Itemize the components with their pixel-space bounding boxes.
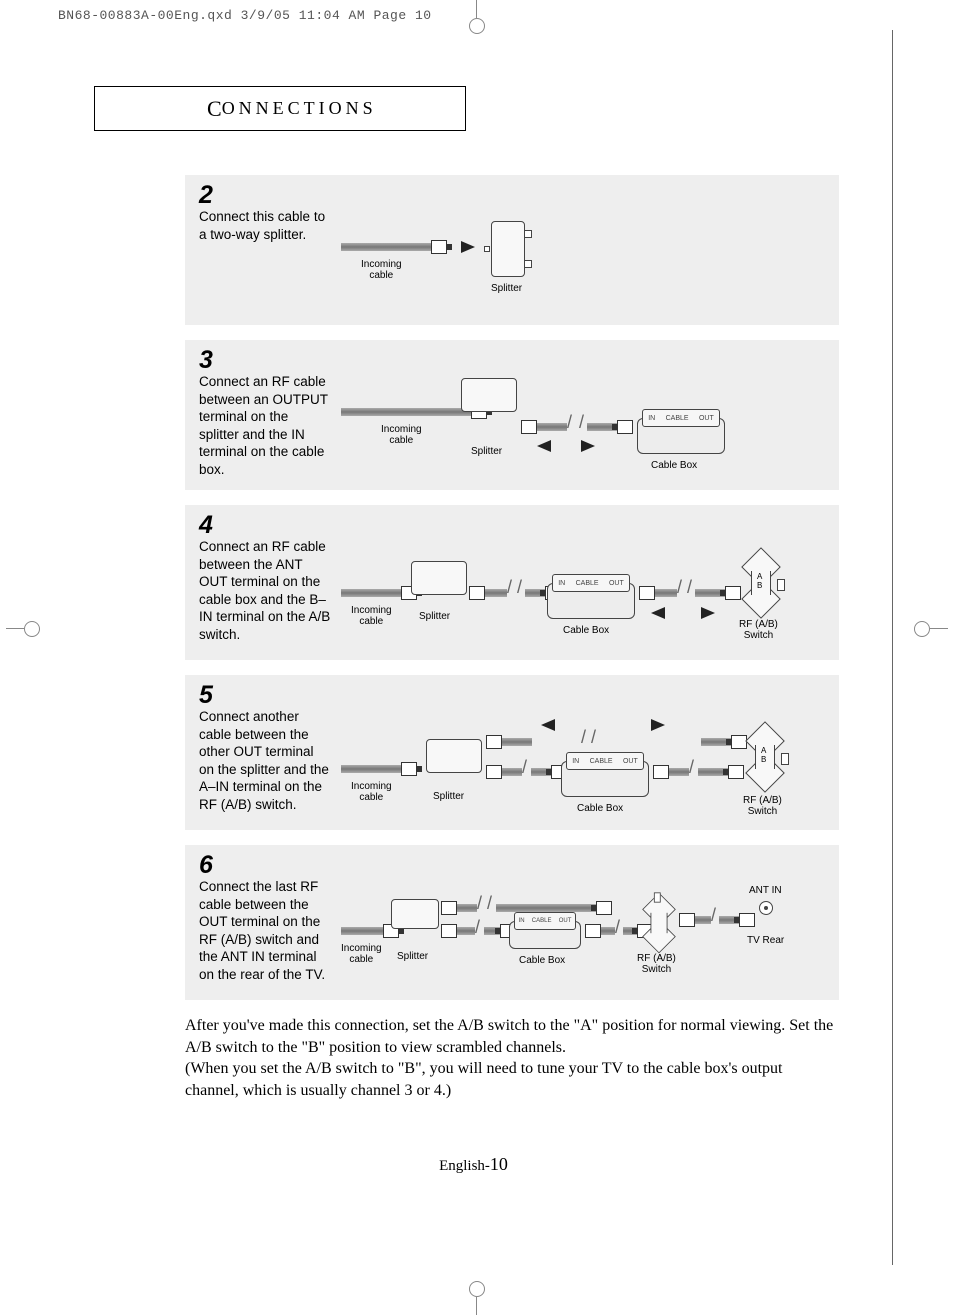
crop-mark-icon: [6, 614, 38, 644]
step-body: Connect an RF cable between the ANT OUT …: [199, 538, 331, 643]
diagram-step-5: Incoming cable Splitter / / /: [341, 683, 825, 816]
step-number: 4: [199, 513, 331, 538]
step-body: Connect an RF cable between an OUTPUT te…: [199, 373, 331, 478]
step-3: 3 Connect an RF cable between an OUTPUT …: [185, 340, 839, 490]
content-area: 2 Connect this cable to a two-way splitt…: [185, 175, 839, 1101]
crop-mark-icon: [916, 614, 948, 644]
step-2: 2 Connect this cable to a two-way splitt…: [185, 175, 839, 325]
step-6: 6 Connect the last RF cable between the …: [185, 845, 839, 1000]
antenna-jack-icon: [759, 901, 773, 915]
section-title-cap: C: [207, 96, 222, 122]
section-title-rest: ONNECTIONS: [222, 98, 377, 119]
step-body: Connect the last RF cable between the OU…: [199, 878, 331, 983]
step-number: 3: [199, 348, 331, 373]
step-number: 6: [199, 853, 331, 878]
step-5: 5 Connect another cable between the othe…: [185, 675, 839, 830]
print-header: BN68-00883A-00Eng.qxd 3/9/05 11:04 AM Pa…: [58, 8, 432, 23]
footer-paragraph: After you've made this connection, set t…: [185, 1015, 839, 1101]
crop-mark-icon: [462, 0, 492, 32]
diagram-step-4: Incoming cable Splitter / / INCABLEOUT C…: [341, 513, 825, 646]
diagram-step-6: Incoming cable Splitter / / / INCABLE: [341, 853, 825, 986]
diagram-step-3: Incoming cable Splitter / / INCABLEOUT C…: [341, 348, 825, 476]
step-number: 5: [199, 683, 331, 708]
diagram-step-2: Incoming cable Splitter: [341, 183, 825, 311]
step-body: Connect this cable to a two-way splitter…: [199, 208, 331, 243]
crop-mark-icon: [462, 1283, 492, 1315]
step-body: Connect another cable between the other …: [199, 708, 331, 813]
section-title: CONNECTIONS: [94, 86, 466, 131]
page-number: English-10: [55, 1154, 892, 1175]
page-frame: CONNECTIONS 2 Connect this cable to a tw…: [55, 30, 893, 1265]
step-number: 2: [199, 183, 331, 208]
step-4: 4 Connect an RF cable between the ANT OU…: [185, 505, 839, 660]
